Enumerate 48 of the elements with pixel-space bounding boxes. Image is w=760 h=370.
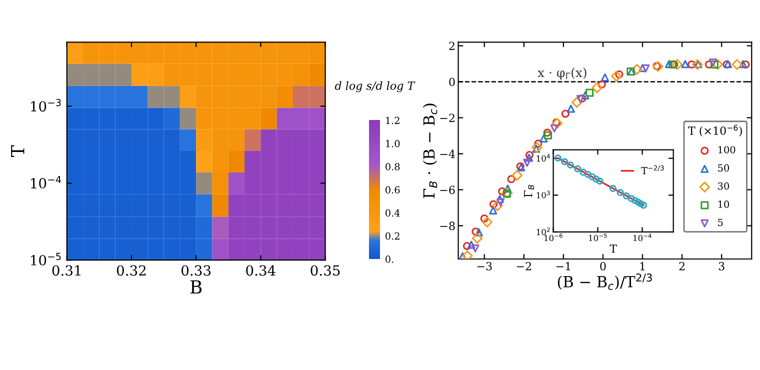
x-axis-title: (B − B$_{c}$)/T$^{2/3}$ <box>558 273 652 290</box>
legend-label: 50 <box>718 164 730 172</box>
y-axis-title: T <box>11 145 24 157</box>
color-bar-label: 0.6 <box>386 186 400 194</box>
y-tick-label: 10$^{2}$ <box>536 228 550 236</box>
y-tick-label: 0 <box>449 78 455 86</box>
annotation: x · φ$_{Γ}$(x) <box>538 68 586 80</box>
x-tick-label: 0.34 <box>246 265 276 276</box>
legend-label: 10 <box>718 200 730 208</box>
color-bar-label: 0.8 <box>386 162 400 170</box>
y-tick-label: −2 <box>440 114 454 122</box>
y-tick-label: 10$^{4}$ <box>536 154 550 162</box>
y-tick-label: −4 <box>440 150 455 158</box>
y-tick-label: 2 <box>449 42 454 50</box>
x-tick-label: −2 <box>516 262 532 270</box>
x-tick-label: 0.31 <box>52 265 80 276</box>
x-tick-label: 10$^{−6}$ <box>544 234 562 242</box>
y-axis-title: Γ$_{B}$ <box>524 185 534 198</box>
x-tick-label: 0.33 <box>182 265 211 276</box>
color-bar-label: 1.0 <box>386 140 400 148</box>
legend-label: 30 <box>718 182 730 190</box>
y-tick-label: −8 <box>440 222 455 230</box>
color-bar-label: 0.2 <box>386 232 400 240</box>
legend-title: T (×10$^{−6}$) <box>688 124 742 136</box>
x-tick-label: 1 <box>640 262 644 270</box>
y-tick-label: 10$^{−4}$ <box>31 176 61 189</box>
x-tick-label: 3 <box>718 262 724 270</box>
y-tick-label: 10$^{−3}$ <box>31 98 61 112</box>
color-bar-label: 1.2 <box>386 116 400 124</box>
legend-label: T$^{−2/3}$ <box>641 165 664 174</box>
y-axis-title: Γ$_{B}$ · (B − B$_{c}$) <box>422 104 438 198</box>
color-bar-label: 0. <box>386 255 394 263</box>
x-tick-label: 2 <box>679 262 684 270</box>
x-tick-label: 10$^{−5}$ <box>588 234 607 242</box>
x-tick-label: −3 <box>477 262 492 270</box>
y-tick-label: 10$^{3}$ <box>536 190 550 198</box>
color-bar-title: d log s/d log T <box>334 81 416 92</box>
x-axis-title: B <box>190 280 202 294</box>
legend-label: 100 <box>718 146 736 154</box>
x-tick-label: −1 <box>556 262 570 270</box>
x-tick-label: 10$^{−4}$ <box>633 234 652 242</box>
x-tick-label: 0.32 <box>116 265 146 276</box>
x-tick-label: 0.35 <box>310 265 340 276</box>
y-tick-label: −6 <box>440 186 455 194</box>
x-axis-title: T <box>610 244 617 253</box>
color-bar-label: 0.4 <box>386 209 400 217</box>
legend-label: 5 <box>718 218 723 226</box>
x-tick-label: 0 <box>600 262 606 270</box>
